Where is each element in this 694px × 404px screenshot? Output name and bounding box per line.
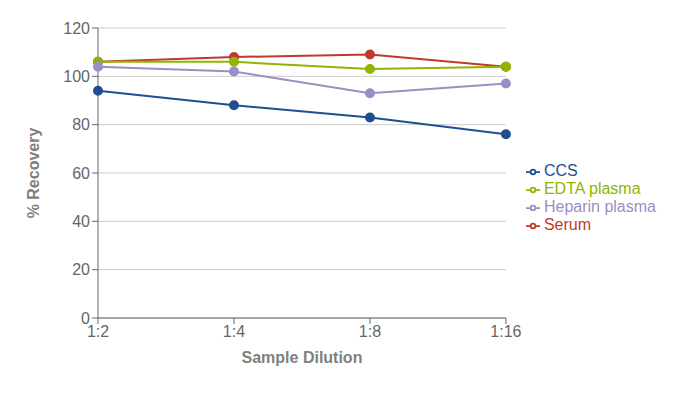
svg-text:1:16: 1:16 xyxy=(490,323,521,340)
svg-text:80: 80 xyxy=(72,116,90,133)
svg-text:1:8: 1:8 xyxy=(359,323,381,340)
html-text:EDTA plasma: EDTA plasma xyxy=(543,180,641,197)
svg-text:60: 60 xyxy=(72,165,90,182)
svg-text:20: 20 xyxy=(72,261,90,278)
svg-text:40: 40 xyxy=(72,213,90,230)
svg-text:% Recovery: % Recovery xyxy=(25,128,42,219)
svg-text:0: 0 xyxy=(81,310,90,327)
svg-text:Sample Dilution: Sample Dilution xyxy=(242,349,363,366)
svg-text:120: 120 xyxy=(63,20,90,37)
html-text:CCS: CCS xyxy=(543,162,578,179)
html-text:Heparin plasma: Heparin plasma xyxy=(543,198,656,215)
svg-text:100: 100 xyxy=(63,68,90,85)
svg-text:1:4: 1:4 xyxy=(223,323,245,340)
svg-text:1:2: 1:2 xyxy=(87,323,109,340)
html-text:Serum: Serum xyxy=(543,216,592,233)
